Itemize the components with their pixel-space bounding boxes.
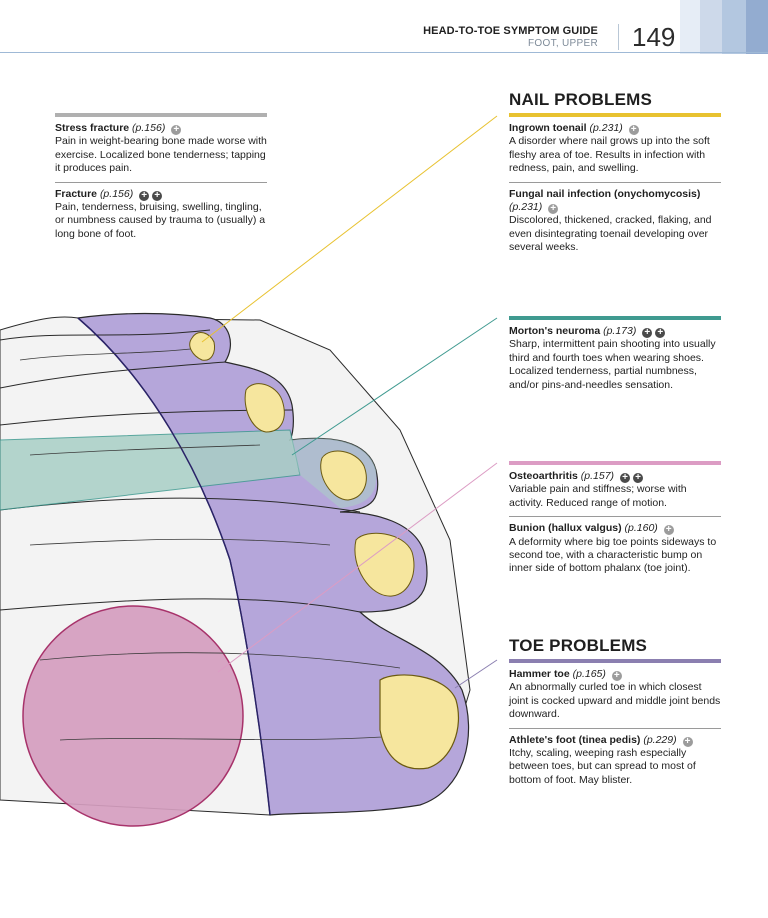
- plus-icon: +: [655, 328, 666, 338]
- guide-title: HEAD-TO-TOE SYMPTOM GUIDE: [423, 25, 598, 37]
- nail-bar: [509, 113, 721, 117]
- athletes-foot-ref[interactable]: (p.229): [643, 733, 677, 746]
- plus-icon: +: [139, 190, 150, 201]
- hammer-toe-desc: An abnormally curled toe in which closes…: [509, 681, 721, 721]
- plus-icon: +: [632, 473, 643, 483]
- header-separator: [618, 24, 619, 50]
- plus-icon: +: [548, 204, 559, 215]
- plus-icon: +: [642, 328, 653, 338]
- ingrown-toenail-desc: A disorder where nail grows up into the …: [509, 135, 710, 175]
- athletes-foot-term: Athlete's foot (tinea pedis): [509, 733, 641, 746]
- osteoarthritis-desc: Variable pain and stiffness; worse with …: [509, 483, 687, 509]
- plus-icon: +: [619, 473, 630, 483]
- fungal-nail-ref[interactable]: (p.231): [509, 201, 543, 214]
- fracture-term: Fracture: [55, 187, 98, 200]
- osteoarthritis-term: Osteoarthritis: [509, 470, 578, 482]
- mortons-neuroma-term: Morton's neuroma: [509, 325, 601, 337]
- header-decoration: [658, 0, 768, 54]
- fungal-nail-desc: Discolored, thickened, cracked, flaking,…: [509, 214, 712, 254]
- fracture-ref[interactable]: (p.156): [99, 187, 134, 200]
- stress-fracture-desc: Pain in weight-bearing bone made worse w…: [55, 135, 267, 175]
- divider: [509, 727, 721, 729]
- section-subtitle: FOOT, UPPER: [528, 38, 598, 49]
- plus-icon: +: [663, 525, 674, 536]
- page-number: 149: [632, 22, 676, 52]
- fracture-desc: Pain, tenderness, bruising, swelling, ti…: [55, 201, 266, 240]
- mortons-neuroma-panel: Morton's neuroma (p.173) + + Sharp, inter…: [509, 316, 721, 398]
- stress-fracture-ref[interactable]: (p.156): [132, 122, 166, 134]
- ingrown-toenail-ref[interactable]: (p.231): [589, 122, 623, 134]
- mortons-neuroma-desc: Sharp, intermittent pain shooting into u…: [509, 338, 716, 391]
- fungal-nail-term: Fungal nail infection (onychomycosis): [509, 187, 701, 200]
- plus-icon: +: [682, 736, 693, 747]
- toe-problems-heading: TOE PROBLEMS: [509, 636, 648, 655]
- header-rule: [0, 52, 768, 53]
- plus-icon: +: [152, 190, 163, 201]
- athletes-foot-desc: Itchy, scaling, weeping rash especially …: [509, 747, 696, 786]
- nail-problems-heading: NAIL PROBLEMS: [509, 90, 653, 109]
- nail-problems-panel: Ingrown toenail (p.231) + A disorder whe…: [509, 113, 721, 261]
- stress-fracture-panel: Stress fracture (p.156) + Pain in weight…: [55, 113, 267, 247]
- toe-problems-panel: Hammer toe (p.165) + An abnormally curle…: [509, 659, 721, 793]
- bunion-term: Bunion (hallux valgus): [509, 522, 622, 535]
- hammer-toe-term: Hammer toe: [509, 668, 570, 680]
- divider: [509, 181, 721, 183]
- stress-fracture-term: Stress fracture: [55, 122, 130, 134]
- plus-icon: +: [611, 671, 622, 681]
- bunion-desc: A deformity where big toe points sideway…: [509, 535, 717, 575]
- morton-bar: [509, 316, 721, 320]
- mortons-neuroma-ref[interactable]: (p.173): [603, 325, 637, 337]
- bunion-ref[interactable]: (p.160): [624, 522, 658, 535]
- ingrown-toenail-term: Ingrown toenail: [509, 122, 587, 134]
- stress-bar: [55, 113, 267, 117]
- plus-icon: +: [171, 125, 182, 135]
- plus-icon: +: [628, 125, 639, 135]
- divider: [55, 181, 267, 183]
- divider: [509, 516, 721, 518]
- hammer-toe-ref[interactable]: (p.165): [572, 668, 606, 680]
- osteoarthritis-panel: Osteoarthritis (p.157) + + Variable pain …: [509, 461, 721, 582]
- osteoarthritis-ref[interactable]: (p.157): [580, 470, 615, 482]
- toe-bar: [509, 659, 721, 663]
- osteo-bar: [509, 461, 721, 465]
